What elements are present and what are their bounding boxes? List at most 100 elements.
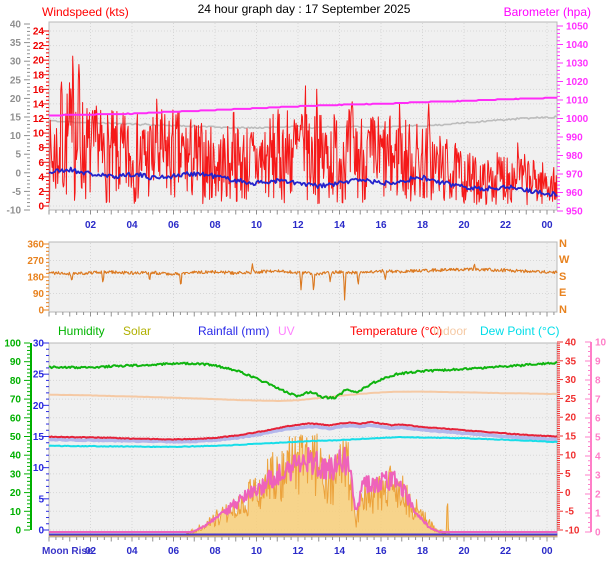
hour-label: 18 bbox=[417, 220, 429, 231]
rain-axis-label: 5 bbox=[38, 494, 44, 505]
hour-label: 06 bbox=[168, 546, 180, 557]
legend-humidity: Humidity bbox=[58, 324, 105, 338]
uv-axis-label: 0 bbox=[595, 528, 601, 539]
moon-rise-label: Moon Rise bbox=[42, 546, 93, 557]
hour-label: 20 bbox=[458, 220, 470, 231]
wind-axis-label: 10 bbox=[33, 129, 45, 140]
baro-axis-label: 1040 bbox=[566, 40, 589, 51]
wind-axis-label: 20 bbox=[33, 56, 45, 67]
hour-label: 22 bbox=[500, 546, 512, 557]
compass-north-top: N bbox=[559, 238, 567, 250]
rain-axis-label: 15 bbox=[33, 432, 45, 443]
uv-axis-label: 7 bbox=[595, 395, 601, 406]
hour-label: 00 bbox=[541, 546, 553, 557]
hour-label: 18 bbox=[417, 546, 429, 557]
hum-axis-label: 30 bbox=[10, 469, 22, 480]
windspeed-axis-title: Windspeed (kts) bbox=[42, 5, 129, 19]
hour-label: 02 bbox=[85, 546, 97, 557]
hum-axis-label: 60 bbox=[10, 413, 22, 424]
gray-axis-label: 0 bbox=[15, 168, 21, 179]
dir-axis-label: 90 bbox=[33, 289, 45, 300]
hour-label: 14 bbox=[334, 546, 346, 557]
uv-axis-label: 3 bbox=[595, 471, 601, 482]
series-uv bbox=[49, 446, 558, 533]
baro-axis-label: 1020 bbox=[566, 77, 589, 88]
hum-axis-label: 80 bbox=[10, 376, 22, 387]
hour-label: 02 bbox=[85, 220, 97, 231]
wind-axis-label: 14 bbox=[33, 99, 45, 110]
series-wind-gust bbox=[48, 55, 558, 206]
hour-label: 08 bbox=[209, 220, 221, 231]
page-title: 24 hour graph day : 17 September 2025 bbox=[197, 2, 411, 16]
rain-axis-label: 0 bbox=[38, 526, 44, 537]
gray-axis-label: 35 bbox=[10, 38, 22, 49]
hum-axis-label: 20 bbox=[10, 488, 22, 499]
wind-axis-label: 4 bbox=[38, 172, 44, 183]
legend-temperature: Temperature (°C) bbox=[350, 324, 443, 338]
uv-axis-label: 6 bbox=[595, 414, 601, 425]
gray-axis-label: 5 bbox=[15, 150, 21, 161]
hum-axis-label: 40 bbox=[10, 451, 22, 462]
baro-axis-label: 1010 bbox=[566, 96, 589, 107]
temp-axis-label: 15 bbox=[565, 432, 577, 443]
hum-axis-label: 70 bbox=[10, 395, 22, 406]
gray-axis-label: 15 bbox=[10, 113, 22, 124]
rain-axis-label: 30 bbox=[33, 339, 45, 350]
hum-axis-label: 10 bbox=[10, 507, 22, 518]
rain-axis-label: 10 bbox=[33, 463, 45, 474]
gray-axis-label: 10 bbox=[10, 131, 22, 142]
wind-axis-label: 16 bbox=[33, 85, 45, 96]
dir-axis-label: 270 bbox=[27, 256, 44, 267]
hour-label: 08 bbox=[209, 546, 221, 557]
hour-label: 14 bbox=[334, 220, 346, 231]
temp-axis-label: 30 bbox=[565, 375, 577, 386]
wind-axis-label: 24 bbox=[33, 27, 45, 38]
baro-axis-label: 960 bbox=[566, 188, 583, 199]
gray-axis-label: 20 bbox=[10, 94, 22, 105]
series-wind-average bbox=[48, 166, 558, 197]
wind-axis-label: 6 bbox=[38, 158, 44, 169]
temp-axis-label: 0 bbox=[565, 488, 571, 499]
series-barometer bbox=[49, 96, 558, 117]
gray-axis-label: -10 bbox=[7, 206, 22, 217]
uv-axis-label: 1 bbox=[595, 509, 601, 520]
hour-label: 12 bbox=[292, 546, 304, 557]
compass-north-bottom: N bbox=[559, 304, 567, 316]
hour-label: 22 bbox=[500, 220, 512, 231]
legend-dew-point: Dew Point (°C) bbox=[480, 324, 560, 338]
legend-solar: Solar bbox=[123, 324, 152, 338]
temp-axis-label: 25 bbox=[565, 394, 577, 405]
hour-label: 00 bbox=[541, 220, 553, 231]
hum-axis-label: 0 bbox=[15, 526, 21, 537]
baro-axis-label: 970 bbox=[566, 170, 583, 181]
hum-axis-label: 100 bbox=[4, 339, 21, 350]
compass-west: W bbox=[559, 254, 570, 266]
uv-axis-label: 10 bbox=[595, 338, 607, 349]
hour-label: 06 bbox=[168, 220, 180, 231]
uv-axis-label: 9 bbox=[595, 357, 601, 368]
dir-axis-label: 360 bbox=[27, 240, 44, 251]
uv-axis-label: 8 bbox=[595, 376, 601, 387]
baro-axis-label: 1030 bbox=[566, 59, 589, 70]
legend-indoor: Indoor bbox=[433, 324, 468, 338]
series-direction bbox=[48, 263, 558, 301]
temp-axis-label: 35 bbox=[565, 356, 577, 367]
series-indoor bbox=[48, 390, 558, 402]
hour-label: 12 bbox=[292, 220, 304, 231]
rain-axis-label: 25 bbox=[33, 370, 45, 381]
compass-east: E bbox=[559, 287, 567, 299]
temp-axis-label: 5 bbox=[565, 469, 571, 480]
dir-axis-label: 0 bbox=[38, 306, 44, 317]
series-humidity bbox=[48, 360, 558, 400]
wind-axis-label: 22 bbox=[33, 41, 45, 52]
baro-axis-label: 1000 bbox=[566, 114, 589, 125]
dir-axis-label: 180 bbox=[27, 273, 44, 284]
legend-rainfall: Rainfall (mm) bbox=[198, 324, 270, 338]
hour-label: 16 bbox=[375, 546, 387, 557]
hour-label: 04 bbox=[126, 546, 138, 557]
rain-axis-label: 20 bbox=[33, 401, 45, 412]
wind-axis-label: 12 bbox=[33, 114, 45, 125]
hour-label: 04 bbox=[126, 220, 138, 231]
temp-axis-label: 10 bbox=[565, 450, 577, 461]
gray-axis-label: -5 bbox=[12, 187, 21, 198]
